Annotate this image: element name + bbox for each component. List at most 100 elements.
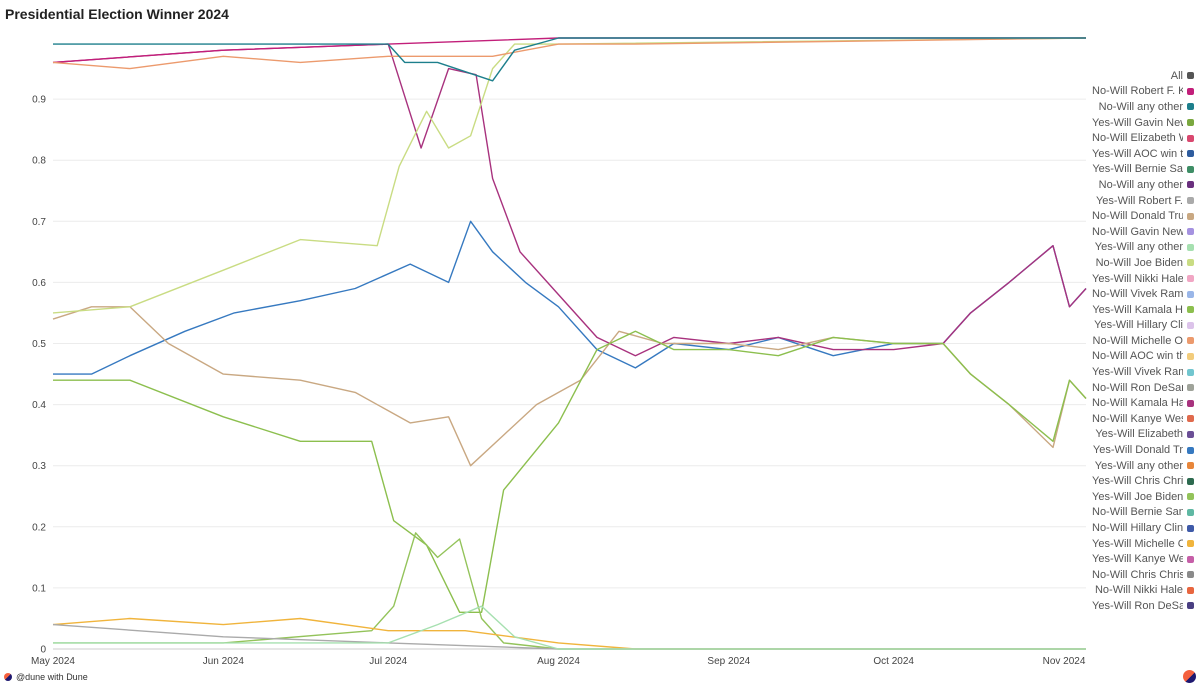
y-axis-ticks: 0 0.1 0.2 0.3 0.4 0.5 0.6 0.7 0.8 0.9: [32, 95, 46, 656]
legend-item[interactable]: No-Will Hillary Clin: [1092, 520, 1194, 536]
legend-label: No-Will Donald Tru: [1092, 210, 1183, 223]
legend-label: Yes-Will Chris Chri: [1092, 475, 1183, 488]
x-tick-label: Oct 2024: [873, 656, 914, 667]
legend-item[interactable]: No-Will Elizabeth W: [1092, 130, 1194, 146]
legend-swatch: [1187, 540, 1194, 548]
legend-item[interactable]: Yes-Will Kamala H: [1092, 302, 1194, 318]
footer-handle: @dune with: [16, 672, 64, 682]
x-tick-label: Nov 2024: [1043, 656, 1086, 667]
legend-label: Yes-Will Hillary Cli: [1094, 319, 1183, 332]
legend-swatch: [1187, 384, 1194, 392]
legend-label: Yes-Will AOC win t: [1092, 147, 1183, 160]
legend-swatch: [1187, 197, 1194, 205]
legend-item[interactable]: No-Will Michelle O: [1092, 333, 1194, 349]
legend-swatch: [1187, 430, 1194, 438]
legend-label: Yes-Will Donald Tr: [1092, 444, 1183, 457]
series-lines: [52, 37, 1087, 650]
legend-swatch: [1187, 586, 1194, 594]
y-tick-label: 0.6: [32, 278, 46, 289]
series-line: [53, 330, 1087, 613]
dune-logo-icon: [4, 673, 12, 681]
footer-brand[interactable]: Dune: [66, 672, 88, 682]
legend-item[interactable]: No-Will Vivek Ram: [1092, 286, 1194, 302]
legend-swatch: [1187, 524, 1194, 532]
legend-swatch: [1187, 134, 1194, 142]
legend-item[interactable]: Yes-Will Joe Biden: [1092, 489, 1194, 505]
legend-item[interactable]: Yes-Will Nikki Hale: [1092, 271, 1194, 287]
legend-item[interactable]: No-Will Nikki Hale: [1092, 583, 1194, 599]
legend-item[interactable]: No-Will any other: [1092, 177, 1194, 193]
legend-swatch: [1187, 555, 1194, 563]
legend-label: No-Will any other: [1098, 178, 1183, 191]
x-tick-label: May 2024: [31, 656, 75, 667]
series-line: [52, 617, 1086, 650]
legend-item[interactable]: Yes-Will Robert F.: [1092, 193, 1194, 209]
legend-swatch: [1187, 306, 1194, 314]
legend-label: No-Will AOC win th: [1092, 350, 1183, 363]
x-tick-label: Aug 2024: [537, 656, 580, 667]
footer: @dune with Dune: [4, 672, 88, 682]
legend-swatch: [1187, 508, 1194, 516]
legend-item[interactable]: Yes-Will AOC win t: [1092, 146, 1194, 162]
series-line: [52, 37, 1087, 70]
legend-item[interactable]: Yes-Will Kanye We: [1092, 551, 1194, 567]
legend-item[interactable]: Yes-Will Hillary Cli: [1092, 318, 1194, 334]
legend-item[interactable]: No-Will Robert F. K: [1092, 84, 1194, 100]
x-tick-label: Sep 2024: [707, 656, 750, 667]
legend-item[interactable]: Yes-Will any other: [1092, 458, 1194, 474]
legend-item[interactable]: Yes-Will Michelle O: [1092, 536, 1194, 552]
series-line: [53, 532, 1086, 650]
legend-swatch: [1187, 119, 1194, 127]
legend-swatch: [1187, 165, 1194, 173]
legend-label: Yes-Will Robert F.: [1095, 194, 1183, 207]
legend-item[interactable]: No-Will Ron DeSan: [1092, 380, 1194, 396]
legend-item[interactable]: Yes-Will Donald Tr: [1092, 442, 1194, 458]
y-tick-label: 0.3: [32, 461, 46, 472]
legend-swatch: [1187, 72, 1194, 80]
legend-item[interactable]: Yes-Will Elizabeth: [1092, 427, 1194, 443]
legend-item[interactable]: No-Will Kamala Ha: [1092, 395, 1194, 411]
legend-label: Yes-Will Bernie Sa: [1092, 163, 1183, 176]
legend-item[interactable]: No-Will Donald Tru: [1092, 208, 1194, 224]
legend-swatch: [1187, 150, 1194, 158]
legend-label: Yes-Will Michelle O: [1092, 537, 1183, 550]
legend-swatch: [1187, 462, 1194, 470]
legend-item[interactable]: Yes-Will Ron DeSa: [1092, 598, 1194, 614]
legend-item[interactable]: No-Will any other: [1092, 99, 1194, 115]
series-line: [52, 43, 1087, 357]
legend-label: All: [1170, 69, 1183, 82]
legend-item[interactable]: No-Will Kanye Wes: [1092, 411, 1194, 427]
legend-item[interactable]: Yes-Will Gavin New: [1092, 115, 1194, 131]
legend-item[interactable]: Yes-Will any other: [1092, 240, 1194, 256]
y-tick-label: 0.9: [32, 95, 46, 106]
legend-label: No-Will Kamala Ha: [1092, 397, 1183, 410]
y-tick-label: 0.2: [32, 522, 46, 533]
legend-swatch: [1187, 399, 1194, 407]
legend-swatch: [1187, 415, 1194, 423]
legend-label: Yes-Will Ron DeSa: [1092, 599, 1183, 612]
legend-swatch: [1187, 103, 1194, 111]
dune-corner-logo-icon[interactable]: [1183, 670, 1196, 683]
legend-item[interactable]: All: [1092, 68, 1194, 84]
legend-swatch: [1187, 352, 1194, 360]
x-tick-label: Jul 2024: [369, 656, 407, 667]
legend-item[interactable]: No-Will Joe Biden: [1092, 255, 1194, 271]
y-tick-label: 0: [40, 645, 46, 656]
legend-item[interactable]: No-Will AOC win th: [1092, 349, 1194, 365]
legend-swatch: [1187, 337, 1194, 345]
legend-item[interactable]: Yes-Will Chris Chri: [1092, 473, 1194, 489]
legend-label: No-Will Nikki Hale: [1094, 584, 1183, 597]
legend-item[interactable]: No-Will Bernie San: [1092, 505, 1194, 521]
legend-swatch: [1187, 602, 1194, 610]
legend-item[interactable]: Yes-Will Vivek Ram: [1092, 364, 1194, 380]
y-tick-label: 0.8: [32, 156, 46, 167]
legend-item[interactable]: Yes-Will Bernie Sa: [1092, 162, 1194, 178]
legend-item[interactable]: No-Will Gavin New: [1092, 224, 1194, 240]
legend-label: Yes-Will Nikki Hale: [1092, 272, 1183, 285]
y-tick-label: 0.7: [32, 217, 46, 228]
series-line: [52, 37, 1087, 314]
legend-item[interactable]: No-Will Chris Chris: [1092, 567, 1194, 583]
legend-swatch: [1187, 321, 1194, 329]
legend-swatch: [1187, 181, 1194, 189]
